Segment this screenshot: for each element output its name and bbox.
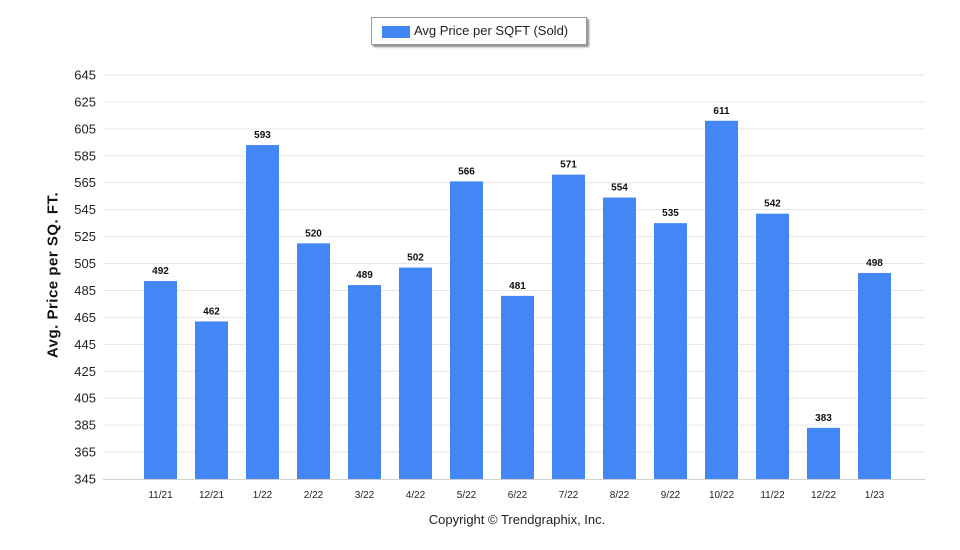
x-tick-label: 11/22 — [760, 490, 785, 501]
y-tick-labels: 345 365 385 405 425 445 465 485 505 525 545 565 585 6… — [74, 68, 96, 487]
x-tick-labels: 11/21 12/21 1/22 2/22 3/22 4/22 5/22 6/22 7/22 8/… — [148, 490, 884, 501]
x-tick-label: 1/23 — [865, 490, 885, 501]
bar — [450, 181, 483, 480]
x-tick-label: 12/21 — [199, 490, 224, 501]
bar — [807, 427, 840, 479]
data-label: 593 — [254, 130, 271, 141]
y-tick-label: 505 — [74, 256, 96, 271]
y-tick-label: 585 — [74, 148, 96, 163]
y-tick-label: 605 — [74, 121, 96, 136]
data-label: 383 — [815, 413, 832, 424]
legend-swatch — [382, 26, 410, 38]
bar — [705, 120, 738, 479]
y-tick-label: 565 — [74, 175, 96, 190]
bar — [654, 223, 687, 479]
x-tick-label: 7/22 — [559, 490, 579, 501]
x-tick-label: 5/22 — [457, 490, 477, 501]
bar — [756, 213, 789, 479]
data-label: 566 — [458, 166, 475, 177]
x-tick-label: 3/22 — [355, 490, 375, 501]
data-label: 502 — [407, 253, 424, 264]
y-tick-label: 465 — [74, 310, 96, 325]
y-tick-label: 645 — [74, 68, 96, 83]
copyright-text: Copyright © Trendgraphix, Inc. — [428, 512, 606, 527]
bar — [246, 145, 279, 479]
bar — [603, 197, 636, 479]
data-label: 498 — [866, 258, 883, 269]
data-label: 481 — [509, 281, 526, 292]
bar — [501, 295, 534, 479]
x-tick-label: 11/21 — [148, 490, 173, 501]
data-label: 520 — [305, 228, 322, 239]
data-labels: 492 462 593 520 489 502 566 481 571 554 535 611 542 3… — [152, 106, 883, 424]
x-tick-label: 1/22 — [253, 490, 273, 501]
x-tick-label: 8/22 — [610, 490, 630, 501]
y-tick-label: 445 — [74, 337, 96, 352]
bar — [552, 174, 585, 480]
data-label: 492 — [152, 266, 169, 277]
legend-label: Avg Price per SQFT (Sold) — [414, 23, 569, 38]
bar — [297, 243, 330, 479]
y-tick-label: 405 — [74, 391, 96, 406]
y-tick-label: 365 — [74, 445, 96, 460]
y-tick-label: 385 — [74, 418, 96, 433]
data-label: 611 — [713, 106, 730, 117]
y-tick-label: 425 — [74, 364, 96, 379]
x-tick-label: 12/22 — [811, 490, 836, 501]
y-tick-label: 345 — [74, 472, 96, 487]
y-tick-label: 625 — [74, 94, 96, 109]
data-label: 554 — [611, 183, 628, 194]
y-tick-label: 545 — [74, 202, 96, 217]
bar — [348, 285, 381, 479]
x-tick-label: 4/22 — [406, 490, 426, 501]
chart-legend: Avg Price per SQFT (Sold) — [371, 17, 587, 45]
data-label: 462 — [203, 306, 220, 317]
x-tick-label: 6/22 — [508, 490, 528, 501]
data-label: 489 — [356, 270, 373, 281]
bar — [399, 267, 432, 479]
data-label: 535 — [662, 208, 679, 219]
x-tick-label: 9/22 — [661, 490, 681, 501]
x-tick-label: 10/22 — [709, 490, 734, 501]
y-tick-label: 525 — [74, 229, 96, 244]
x-tick-label: 2/22 — [304, 490, 324, 501]
y-tick-label: 485 — [74, 283, 96, 298]
bar — [195, 321, 228, 479]
bar — [144, 281, 177, 479]
data-label: 571 — [560, 160, 577, 171]
bar — [858, 272, 891, 479]
data-label: 542 — [764, 199, 781, 210]
bars — [144, 120, 891, 480]
